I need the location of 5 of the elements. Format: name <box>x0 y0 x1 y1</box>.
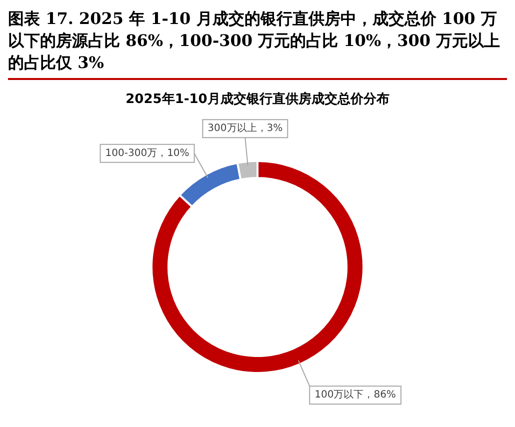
chart-title: 图表 17. 2025 年 1-10 月成交的银行直供房中，成交总价 100 万以下的房源占比 86%，100-300 万元的占比 10%，300 万元以上的占比仅 3% <box>8 8 507 80</box>
chart-subtitle: 2025年1-10月成交银行直供房成交总价分布 <box>124 90 390 108</box>
slice-label: 300万以上，3% <box>208 122 283 134</box>
slice-label: 100-300万，10% <box>105 148 190 159</box>
slice-label: 100万以下，86% <box>314 388 396 401</box>
